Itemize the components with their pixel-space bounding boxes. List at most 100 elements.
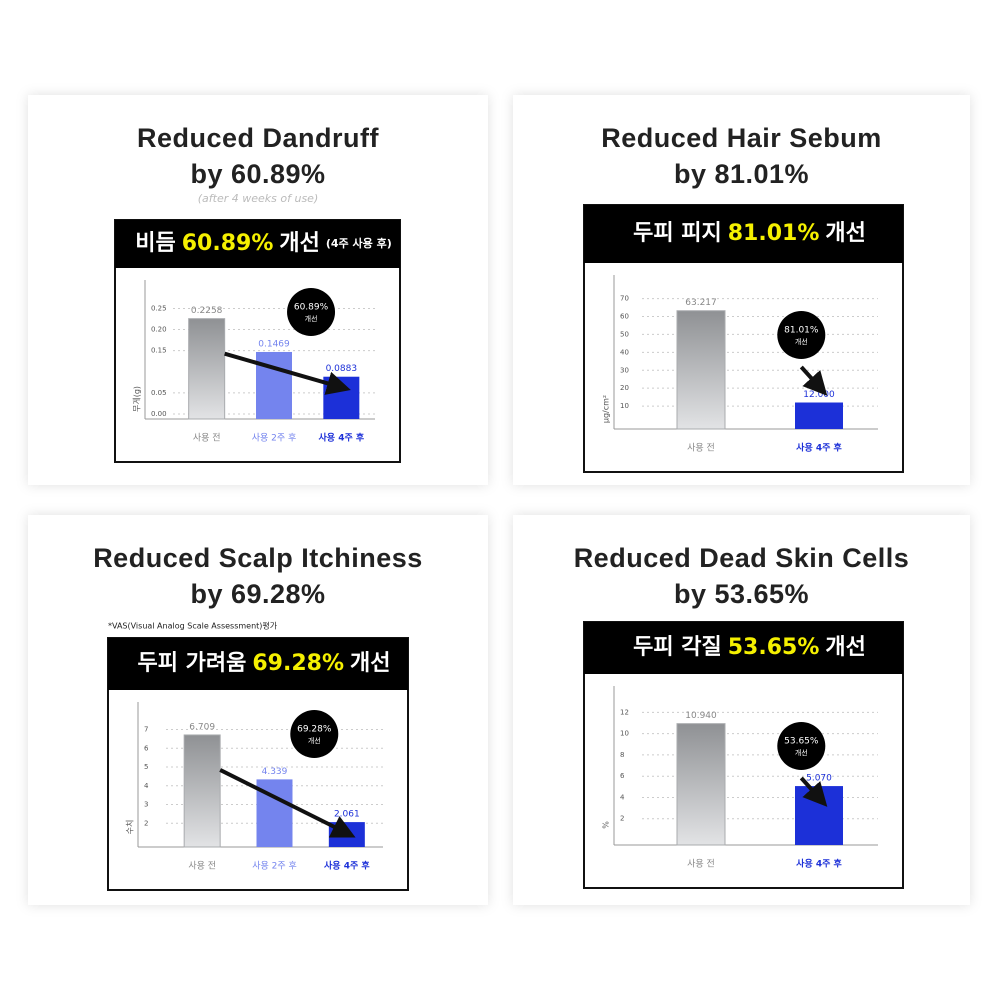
banner	[584, 205, 903, 263]
value-label: 6.709	[189, 722, 215, 732]
value-label: 63.217	[685, 298, 717, 308]
card: Reduced Scalp Itchiness by 69.28% *VAS(Vis…	[28, 515, 488, 905]
card-title: by 60.89%	[190, 159, 325, 189]
y-tick-label: 0.25	[151, 304, 167, 312]
banner-suffix: 개선	[825, 221, 865, 246]
banner-suffix: 개선	[825, 635, 865, 660]
banner-suffix: 개선	[350, 651, 390, 676]
x-tick-label: 사용 2주 후	[252, 861, 297, 872]
y-tick-label: 12	[620, 708, 629, 716]
value-label: 4.339	[262, 767, 288, 777]
x-tick-label: 사용 2주 후	[252, 433, 297, 444]
banner-suffix: 개선	[279, 231, 319, 256]
banner-prefix: 두피 각질	[633, 635, 722, 660]
card-title: by 69.28%	[190, 579, 325, 609]
banner-text: 두피 피지 81.01% 개선	[633, 221, 866, 246]
x-tick-label: 사용 전	[193, 433, 221, 444]
y-tick-label: 0.00	[151, 410, 167, 418]
y-axis-label: 수치	[126, 820, 135, 835]
bar	[676, 723, 726, 846]
x-tick-label: 사용 전	[687, 859, 715, 870]
footnote: *VAS(Visual Analog Scale Assessment)평가	[108, 621, 278, 631]
badge	[290, 710, 339, 758]
badge-note: 개선	[308, 736, 321, 745]
y-tick-label: 10	[620, 402, 629, 410]
card-title: Reduced Dead Skin Cells	[574, 543, 910, 573]
badge-note: 개선	[795, 748, 808, 757]
banner-prefix: 두피 가려움	[138, 651, 247, 676]
y-tick-label: 0.20	[151, 326, 167, 334]
trend-arrow	[224, 351, 351, 395]
card-title: by 53.65%	[674, 579, 809, 609]
y-axis-label: %	[602, 821, 611, 829]
subtitle: (after 4 weeks of use)	[198, 192, 319, 205]
banner-prefix: 비듬	[135, 231, 175, 256]
trend-arrow	[799, 365, 828, 396]
y-tick-label: 2	[620, 815, 624, 823]
banner-highlight: 69.28%	[252, 651, 344, 676]
card-title: Reduced Scalp Itchiness	[93, 543, 423, 573]
x-tick-label: 사용 전	[188, 861, 216, 872]
badge-note: 개선	[305, 314, 318, 323]
banner-text: 두피 각질 53.65% 개선	[633, 635, 866, 660]
trend-arrow	[219, 768, 356, 838]
banner-highlight: 60.89%	[182, 231, 274, 256]
y-tick-label: 50	[620, 330, 629, 338]
banner	[108, 638, 408, 690]
value-label: 12.000	[803, 390, 835, 400]
y-tick-label: 0.05	[151, 389, 167, 397]
badge	[777, 311, 826, 359]
value-label: 5.070	[806, 774, 832, 784]
banner-highlight: 53.65%	[728, 635, 820, 660]
bar	[183, 734, 221, 848]
badge-value: 60.89%	[294, 303, 329, 313]
x-tick-label: 사용 4주 후	[324, 860, 370, 872]
y-tick-label: 40	[620, 348, 629, 356]
card-title: Reduced Hair Sebum	[601, 123, 882, 153]
y-axis-label: μg/cm²	[602, 395, 611, 423]
banner-highlight: 81.01%	[728, 221, 820, 246]
y-tick-label: 5	[144, 763, 148, 771]
y-tick-label: 6	[144, 744, 149, 752]
y-tick-label: 7	[144, 726, 148, 734]
y-tick-label: 3	[144, 801, 148, 809]
banner-text: 두피 가려움 69.28% 개선	[138, 651, 391, 676]
y-tick-label: 4	[144, 782, 149, 790]
banner	[584, 622, 903, 674]
y-tick-label: 10	[620, 730, 629, 738]
value-label: 0.0883	[326, 364, 358, 374]
banner-prefix: 두피 피지	[633, 221, 722, 246]
badge-value: 81.01%	[784, 326, 819, 336]
y-tick-label: 8	[620, 751, 624, 759]
banner-text: 비듬 60.89% 개선 (4주 사용 후)	[135, 231, 391, 256]
y-tick-label: 70	[620, 295, 629, 303]
bar	[256, 351, 292, 419]
bar	[676, 310, 726, 430]
badge	[777, 722, 826, 770]
badge-value: 53.65%	[784, 737, 819, 747]
card: Reduced Dandruff by 60.89% (after 4 weeks …	[28, 95, 488, 485]
value-label: 2.061	[334, 810, 360, 820]
bar	[188, 318, 226, 420]
y-tick-label: 20	[620, 384, 629, 392]
card-title: Reduced Dandruff	[137, 123, 380, 153]
y-tick-label: 30	[620, 366, 629, 374]
x-tick-label: 사용 전	[687, 443, 715, 454]
x-tick-label: 사용 4주 후	[796, 442, 842, 454]
x-tick-label: 사용 4주 후	[796, 858, 842, 870]
card-title: by 81.01%	[674, 159, 809, 189]
y-tick-label: 60	[620, 313, 629, 321]
y-tick-label: 0.15	[151, 347, 167, 355]
bar	[795, 402, 843, 429]
y-axis-label: 무게(g)	[132, 386, 142, 412]
banner	[115, 220, 400, 268]
badge-value: 69.28%	[297, 725, 332, 735]
value-label: 0.1469	[258, 339, 290, 349]
badge	[287, 288, 336, 336]
trend-arrow	[799, 776, 828, 807]
value-label: 10.940	[685, 711, 717, 721]
banner-note: (4주 사용 후)	[326, 236, 392, 250]
x-tick-label: 사용 4주 후	[319, 432, 365, 444]
